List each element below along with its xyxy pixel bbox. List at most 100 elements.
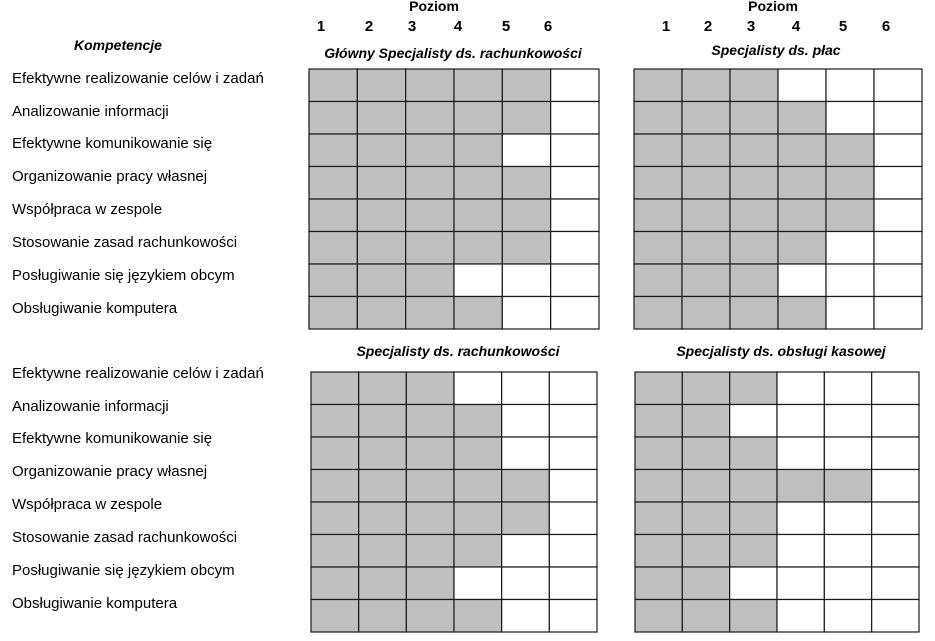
row-label-top-6: Stosowanie zasad rachunkowości xyxy=(12,234,238,251)
cell-p2-r3-c1-filled xyxy=(633,133,683,168)
cell-p4-r5-c1-filled xyxy=(634,501,683,536)
panel-grid-2 xyxy=(633,68,923,330)
cell-p1-r6-c3-filled xyxy=(405,230,455,265)
cell-p1-r2-c5-filled xyxy=(501,100,552,135)
cell-p2-r6-c2-filled xyxy=(681,230,731,265)
cell-p1-r2-c1-filled xyxy=(308,100,358,135)
cell-p3-r2-c5-empty xyxy=(501,403,550,438)
row-label-bottom-5: Współpraca w zespole xyxy=(12,496,163,513)
cell-p2-r1-c4-empty xyxy=(777,68,827,103)
level-axis-title-left: Poziom xyxy=(409,0,459,14)
cell-p4-r8-c1-filled xyxy=(634,598,683,633)
cell-p3-r5-c1-filled xyxy=(310,501,360,536)
cell-p2-r4-c2-filled xyxy=(681,165,731,200)
panel-grid-4 xyxy=(634,371,920,633)
cell-p1-r5-c6-empty xyxy=(550,198,600,233)
cell-p2-r8-c4-filled xyxy=(777,295,827,330)
cell-p3-r1-c4-empty xyxy=(453,371,503,406)
cell-p1-r5-c2-filled xyxy=(356,198,407,233)
cell-p3-r2-c1-filled xyxy=(310,403,360,438)
cell-p4-r4-c6-empty xyxy=(871,468,920,503)
level-tick-right-5: 5 xyxy=(838,18,848,35)
level-axis-title-right: Poziom xyxy=(748,0,798,14)
cell-p4-r4-c2-filled xyxy=(681,468,731,503)
cell-p3-r3-c6-empty xyxy=(548,436,598,471)
cell-p4-r7-c3-empty xyxy=(729,566,778,601)
row-label-top-5: Współpraca w zespole xyxy=(12,201,163,218)
cell-p4-r7-c4-empty xyxy=(776,566,825,601)
cell-p4-r8-c4-empty xyxy=(776,598,825,633)
cell-p1-r1-c4-filled xyxy=(453,68,503,103)
cell-p1-r1-c2-filled xyxy=(356,68,407,103)
cell-p3-r4-c2-filled xyxy=(358,468,407,503)
cell-p4-r2-c6-empty xyxy=(871,403,920,438)
cell-p1-r1-c5-filled xyxy=(501,68,552,103)
cell-p2-r7-c6-empty xyxy=(873,263,923,298)
cell-p3-r5-c3-filled xyxy=(405,501,455,536)
cell-p2-r3-c3-filled xyxy=(729,133,779,168)
row-label-top-7: Posługiwanie się językiem obcym xyxy=(12,267,235,284)
level-tick-left-4: 4 xyxy=(453,18,463,35)
cell-p4-r8-c3-filled xyxy=(729,598,778,633)
cell-p2-r5-c1-filled xyxy=(633,198,683,233)
cell-p2-r1-c5-empty xyxy=(825,68,875,103)
level-tick-right-3: 3 xyxy=(746,18,756,35)
cell-p4-r2-c2-filled xyxy=(681,403,731,438)
cell-p4-r7-c5-empty xyxy=(823,566,873,601)
cell-p1-r7-c1-filled xyxy=(308,263,358,298)
cell-p1-r3-c6-empty xyxy=(550,133,600,168)
cell-p1-r8-c1-filled xyxy=(308,295,358,330)
cell-p1-r5-c3-filled xyxy=(405,198,455,233)
level-tick-right-4: 4 xyxy=(791,18,801,35)
cell-p3-r1-c6-empty xyxy=(548,371,598,406)
cell-p1-r5-c5-filled xyxy=(501,198,552,233)
row-label-top-8: Obsługiwanie komputera xyxy=(12,300,178,317)
cell-p4-r5-c2-filled xyxy=(681,501,731,536)
row-label-bottom-1: Efektywne realizowanie celów i zadań xyxy=(12,365,264,382)
cell-p4-r6-c2-filled xyxy=(681,533,731,568)
cell-p3-r3-c1-filled xyxy=(310,436,360,471)
cell-p3-r2-c6-empty xyxy=(548,403,598,438)
cell-p1-r6-c1-filled xyxy=(308,230,358,265)
cell-p2-r7-c2-filled xyxy=(681,263,731,298)
cell-p4-r4-c5-filled xyxy=(823,468,873,503)
row-label-bottom-7: Posługiwanie się językiem obcym xyxy=(12,562,235,579)
cell-p1-r5-c1-filled xyxy=(308,198,358,233)
cell-p4-r3-c3-filled xyxy=(729,436,778,471)
cell-p2-r4-c4-filled xyxy=(777,165,827,200)
cell-p4-r2-c1-filled xyxy=(634,403,683,438)
row-label-bottom-6: Stosowanie zasad rachunkowości xyxy=(12,529,238,546)
cell-p1-r5-c4-filled xyxy=(453,198,503,233)
cell-p3-r6-c4-filled xyxy=(453,533,503,568)
cell-p3-r8-c3-filled xyxy=(405,598,455,633)
cell-p1-r1-c3-filled xyxy=(405,68,455,103)
row-label-top-1: Efektywne realizowanie celów i zadań xyxy=(12,70,264,87)
cell-p2-r8-c2-filled xyxy=(681,295,731,330)
cell-p2-r6-c6-empty xyxy=(873,230,923,265)
cell-p1-r1-c6-empty xyxy=(550,68,600,103)
cell-p3-r7-c2-filled xyxy=(358,566,407,601)
cell-p2-r4-c5-filled xyxy=(825,165,875,200)
cell-p4-r1-c4-empty xyxy=(776,371,825,406)
cell-p2-r5-c3-filled xyxy=(729,198,779,233)
cell-p1-r3-c1-filled xyxy=(308,133,358,168)
row-label-bottom-8: Obsługiwanie komputera xyxy=(12,595,178,612)
cell-p1-r8-c5-empty xyxy=(501,295,552,330)
panel-grid-3 xyxy=(310,371,598,633)
row-label-top-3: Efektywne komunikowanie się xyxy=(12,135,213,152)
cell-p1-r3-c2-filled xyxy=(356,133,407,168)
level-tick-left-3: 3 xyxy=(407,18,417,35)
cell-p2-r4-c6-empty xyxy=(873,165,923,200)
cell-p1-r6-c5-filled xyxy=(501,230,552,265)
cell-p2-r5-c5-filled xyxy=(825,198,875,233)
cell-p1-r7-c4-empty xyxy=(453,263,503,298)
cell-p2-r2-c6-empty xyxy=(873,100,923,135)
cell-p2-r8-c1-filled xyxy=(633,295,683,330)
cell-p4-r5-c6-empty xyxy=(871,501,920,536)
cell-p2-r2-c4-filled xyxy=(777,100,827,135)
cell-p2-r6-c1-filled xyxy=(633,230,683,265)
cell-p1-r3-c5-empty xyxy=(501,133,552,168)
cell-p1-r4-c2-filled xyxy=(356,165,407,200)
cell-p3-r5-c6-empty xyxy=(548,501,598,536)
cell-p2-r7-c5-empty xyxy=(825,263,875,298)
